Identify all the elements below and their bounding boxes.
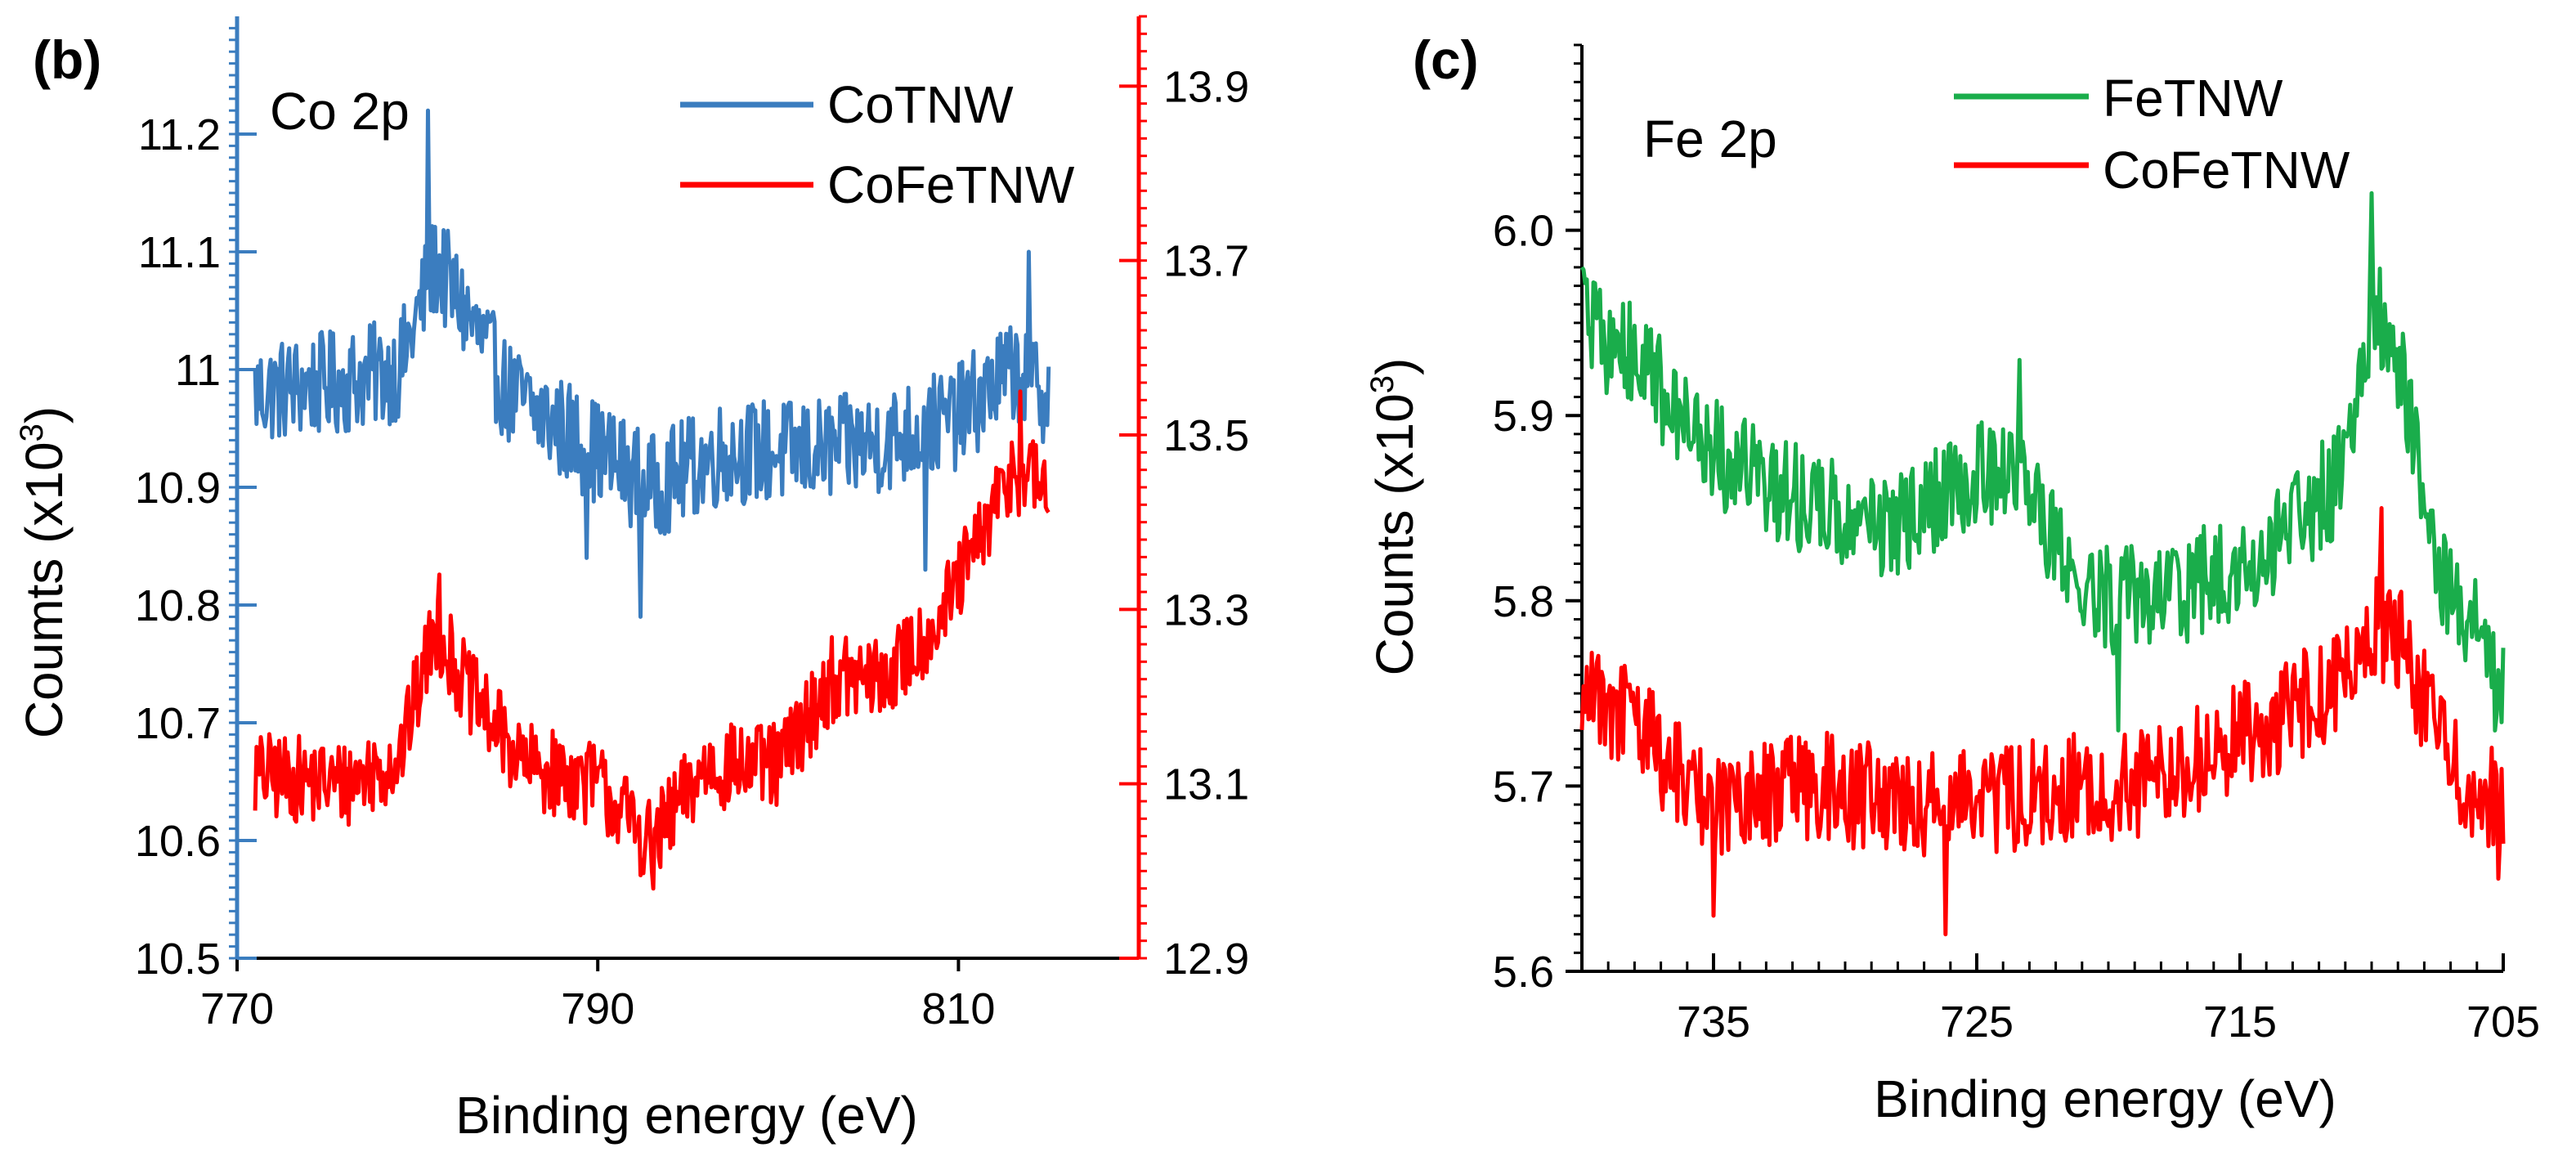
legend-b: CoTNW CoFeTNW (680, 75, 1075, 214)
y-tick-label-right-b: 12.9 (1163, 935, 1249, 984)
x-axis-title-c: Binding energy (eV) (1874, 1069, 2336, 1128)
y-tick-label-right-b: 13.3 (1163, 585, 1249, 634)
legend-label-fetnw: FeTNW (2103, 69, 2283, 128)
spectrum-annotation-fe2p: Fe 2p (1643, 110, 1777, 168)
y-tick-label-left-b: 11 (175, 346, 221, 395)
y-axis-right-b: 12.9 13.1 13.3 13.5 13.7 13.9 (1119, 15, 1249, 984)
y-axis-title-c: Counts (x103) (1364, 358, 1424, 676)
series-group-b (253, 108, 1051, 891)
y-axis-left-b: 10.5 10.6 10.7 10.8 10.9 11 11.1 11.2 (135, 16, 257, 984)
x-axis-title-b: Binding energy (eV) (455, 1086, 918, 1145)
y-axis-c: 5.6 5.7 5.8 5.9 6.0 (1493, 43, 1584, 997)
x-tick-label-b: 810 (921, 984, 995, 1033)
series-line-cofetnw-b (253, 389, 1051, 891)
y-tick-label-right-b: 13.7 (1163, 237, 1249, 286)
y-tick-label-c: 5.7 (1493, 762, 1554, 811)
y-tick-label-c: 5.9 (1493, 392, 1554, 441)
spectrum-annotation-co2p: Co 2p (270, 82, 410, 141)
x-axis-c: 735 725 715 705 (1580, 953, 2540, 1047)
y-tick-label-left-b: 11.1 (138, 228, 221, 277)
series-group-c (1579, 191, 2506, 937)
x-tick-label-b: 790 (561, 984, 634, 1033)
y-tick-label-c: 5.8 (1493, 577, 1554, 626)
series-line-cofetnw-c (1579, 506, 2506, 937)
series-line-fetnw-c (1579, 191, 2506, 733)
y-tick-label-left-b: 10.9 (135, 464, 221, 513)
panel-label-c: (c) (1413, 29, 1479, 90)
legend-label-cofetnw-b: CoFeTNW (827, 155, 1075, 214)
x-tick-label-c: 705 (2466, 997, 2540, 1047)
y-tick-label-c: 6.0 (1493, 207, 1554, 256)
y-tick-label-left-b: 10.5 (135, 935, 221, 984)
legend-label-cotnw: CoTNW (827, 75, 1014, 134)
y-axis-title-b: Coumts (x103) (14, 406, 74, 738)
y-tick-label-left-b: 10.6 (135, 817, 221, 866)
panel-label-b: (b) (33, 29, 101, 90)
chart-panel-c: (c) Fe 2p 735 725 715 705 5.6 5.7 5.8 5.9 6.0 F… (1364, 29, 2540, 1128)
legend-label-cofetnw-c: CoFeTNW (2103, 141, 2350, 199)
y-tick-label-right-b: 13.5 (1163, 411, 1249, 460)
x-tick-label-c: 715 (2203, 997, 2277, 1047)
y-tick-label-c: 5.6 (1493, 948, 1554, 997)
y-tick-label-right-b: 13.1 (1163, 760, 1249, 809)
legend-c: FeTNW CoFeTNW (1954, 69, 2350, 199)
x-tick-label-c: 735 (1677, 997, 1750, 1047)
x-axis-b: 770 790 810 (200, 957, 1139, 1033)
y-tick-label-left-b: 11.2 (138, 110, 221, 159)
y-tick-label-right-b: 13.9 (1163, 62, 1249, 111)
y-tick-label-left-b: 10.7 (135, 699, 221, 748)
chart-panel-b: (b) Co 2p 770 790 810 10.5 10.6 10.7 10.8 10.9… (14, 15, 1249, 1145)
series-line-cotnw-b (253, 108, 1051, 619)
x-tick-label-c: 725 (1940, 997, 2014, 1047)
x-tick-label-b: 770 (200, 984, 274, 1033)
y-tick-label-left-b: 10.8 (135, 581, 221, 630)
